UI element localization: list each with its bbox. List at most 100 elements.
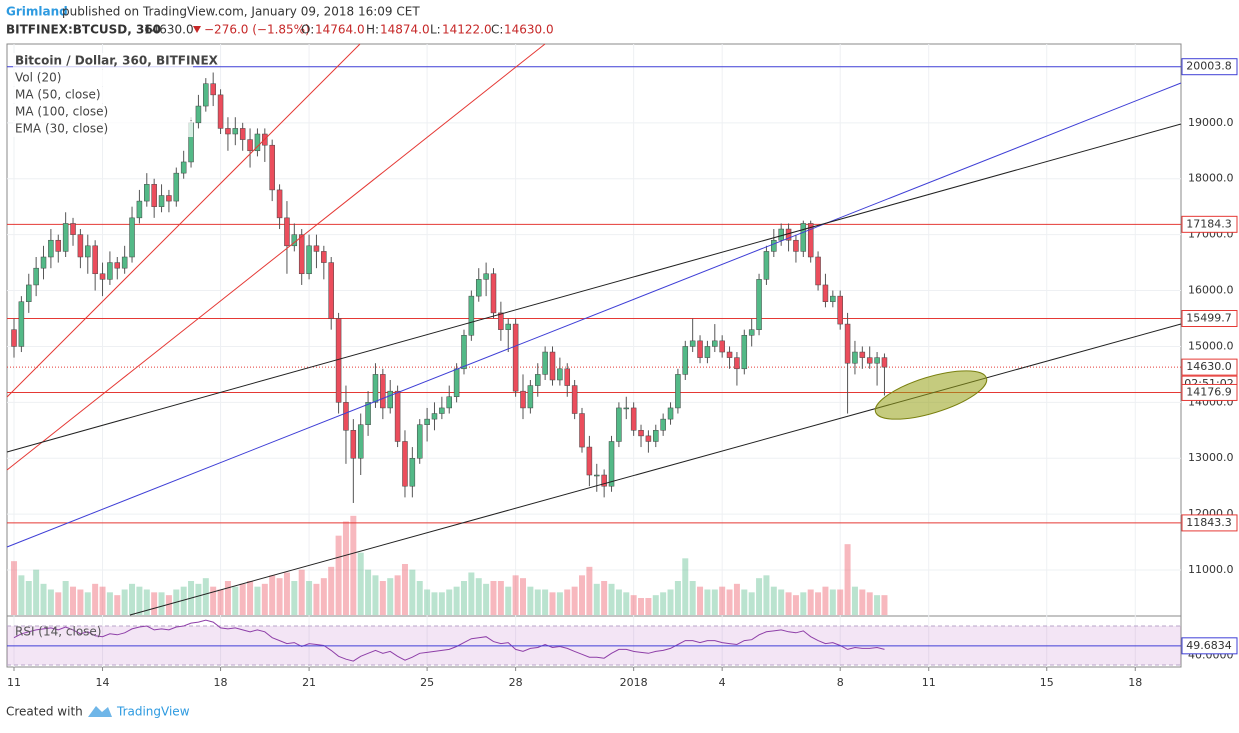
candle-body <box>151 184 157 207</box>
l-label: L: <box>430 23 441 37</box>
volume-bar <box>70 586 77 615</box>
x-tick-label: 8 <box>837 676 844 689</box>
candle-body <box>527 385 534 409</box>
candle-body <box>313 245 320 252</box>
candle-body <box>778 228 784 241</box>
candle-body <box>771 239 777 252</box>
tv-logo <box>88 706 112 717</box>
candle-body <box>653 430 659 442</box>
volume-bar <box>239 583 246 615</box>
volume-bar <box>335 535 342 615</box>
volume-bar <box>726 589 733 615</box>
rsi-label: RSI (14, close) <box>15 625 101 639</box>
candle-body <box>365 402 371 425</box>
trend-line <box>6 82 1182 548</box>
legend-entry: MA (100, close) <box>15 105 108 119</box>
price-tag <box>1181 310 1238 328</box>
candle-body <box>372 374 379 403</box>
volume-bar <box>106 592 113 615</box>
volume-bar <box>601 581 608 615</box>
volume-bar <box>320 578 327 615</box>
volume-bar <box>785 592 792 615</box>
candle-body <box>77 234 84 258</box>
volume-bar <box>431 592 438 615</box>
c: 14630.0 <box>504 23 554 37</box>
candle-body <box>232 128 239 135</box>
volume-bar <box>357 552 364 615</box>
candle-body <box>675 374 681 409</box>
candle-body <box>409 457 416 487</box>
candle-body <box>247 139 253 152</box>
volume-bar <box>416 581 423 615</box>
trend-line <box>6 123 1182 453</box>
volume-bar <box>475 578 482 615</box>
trend-line <box>6 43 361 398</box>
candle-body <box>645 435 652 442</box>
candle-body <box>446 396 452 409</box>
volume-bar <box>18 575 25 615</box>
volume-bar <box>564 589 571 615</box>
volume-bar <box>11 561 18 615</box>
candle-body <box>321 251 327 263</box>
candle-body <box>114 262 121 269</box>
candle-body <box>689 340 696 347</box>
volume-bar <box>549 592 556 615</box>
volume-bar <box>62 581 69 615</box>
author[interactable]: Grimland <box>6 5 68 19</box>
volume-bar <box>497 581 504 615</box>
candle-body <box>439 407 445 414</box>
candle-body <box>284 217 290 247</box>
volume-bar <box>460 581 467 615</box>
volume-bar <box>778 589 785 615</box>
candle-body <box>682 346 689 375</box>
volume-bar <box>815 592 822 615</box>
volume-bar <box>807 589 814 615</box>
candle-body <box>594 474 600 477</box>
volume-bar <box>47 589 54 615</box>
volume-bar <box>652 595 659 615</box>
volume-bar <box>129 583 136 615</box>
candle-body <box>601 474 607 487</box>
legend-entry: MA (50, close) <box>15 88 101 102</box>
volume-bar <box>424 589 431 615</box>
candle-body <box>136 200 143 219</box>
candle-body <box>210 83 216 96</box>
candle-body <box>505 323 511 330</box>
volume-bar <box>306 581 313 615</box>
volume-bar <box>232 586 239 615</box>
candle-body <box>70 223 76 235</box>
candle-body <box>195 105 202 124</box>
candle-body <box>107 262 113 280</box>
volume-bar <box>851 586 858 615</box>
x-tick-label: 14 <box>96 676 110 689</box>
rsi-tag <box>1181 637 1238 655</box>
candle-body <box>800 223 807 252</box>
candle-body <box>92 245 98 275</box>
trend-line <box>6 43 546 471</box>
candle-body <box>306 245 312 275</box>
candle-body <box>144 184 150 202</box>
candle-body <box>793 239 799 252</box>
brand[interactable]: TradingView <box>116 705 190 719</box>
candle-body <box>763 251 770 280</box>
candle-body <box>660 418 666 431</box>
price-tag-label: 17184.3 <box>1186 217 1232 230</box>
volume-bar <box>394 575 401 615</box>
candle-body <box>881 357 888 368</box>
candle-body <box>166 195 172 202</box>
legend-entry: Bitcoin / Dollar, 360, BITFINEX <box>15 54 219 68</box>
rsi-line <box>13 619 885 662</box>
y-tick-label: 16000.0 <box>1188 284 1234 297</box>
volume-bar <box>401 564 408 615</box>
volume-bar <box>224 581 231 615</box>
price-tag-label: 15499.7 <box>1186 312 1232 325</box>
h-label: H: <box>366 23 379 37</box>
down-arrow <box>193 26 201 33</box>
candle-body <box>498 312 504 330</box>
price-tag <box>1181 383 1238 401</box>
candle-body <box>616 407 622 442</box>
volume-bar <box>682 558 689 615</box>
candle-body <box>830 295 836 302</box>
candle-body <box>638 430 644 437</box>
